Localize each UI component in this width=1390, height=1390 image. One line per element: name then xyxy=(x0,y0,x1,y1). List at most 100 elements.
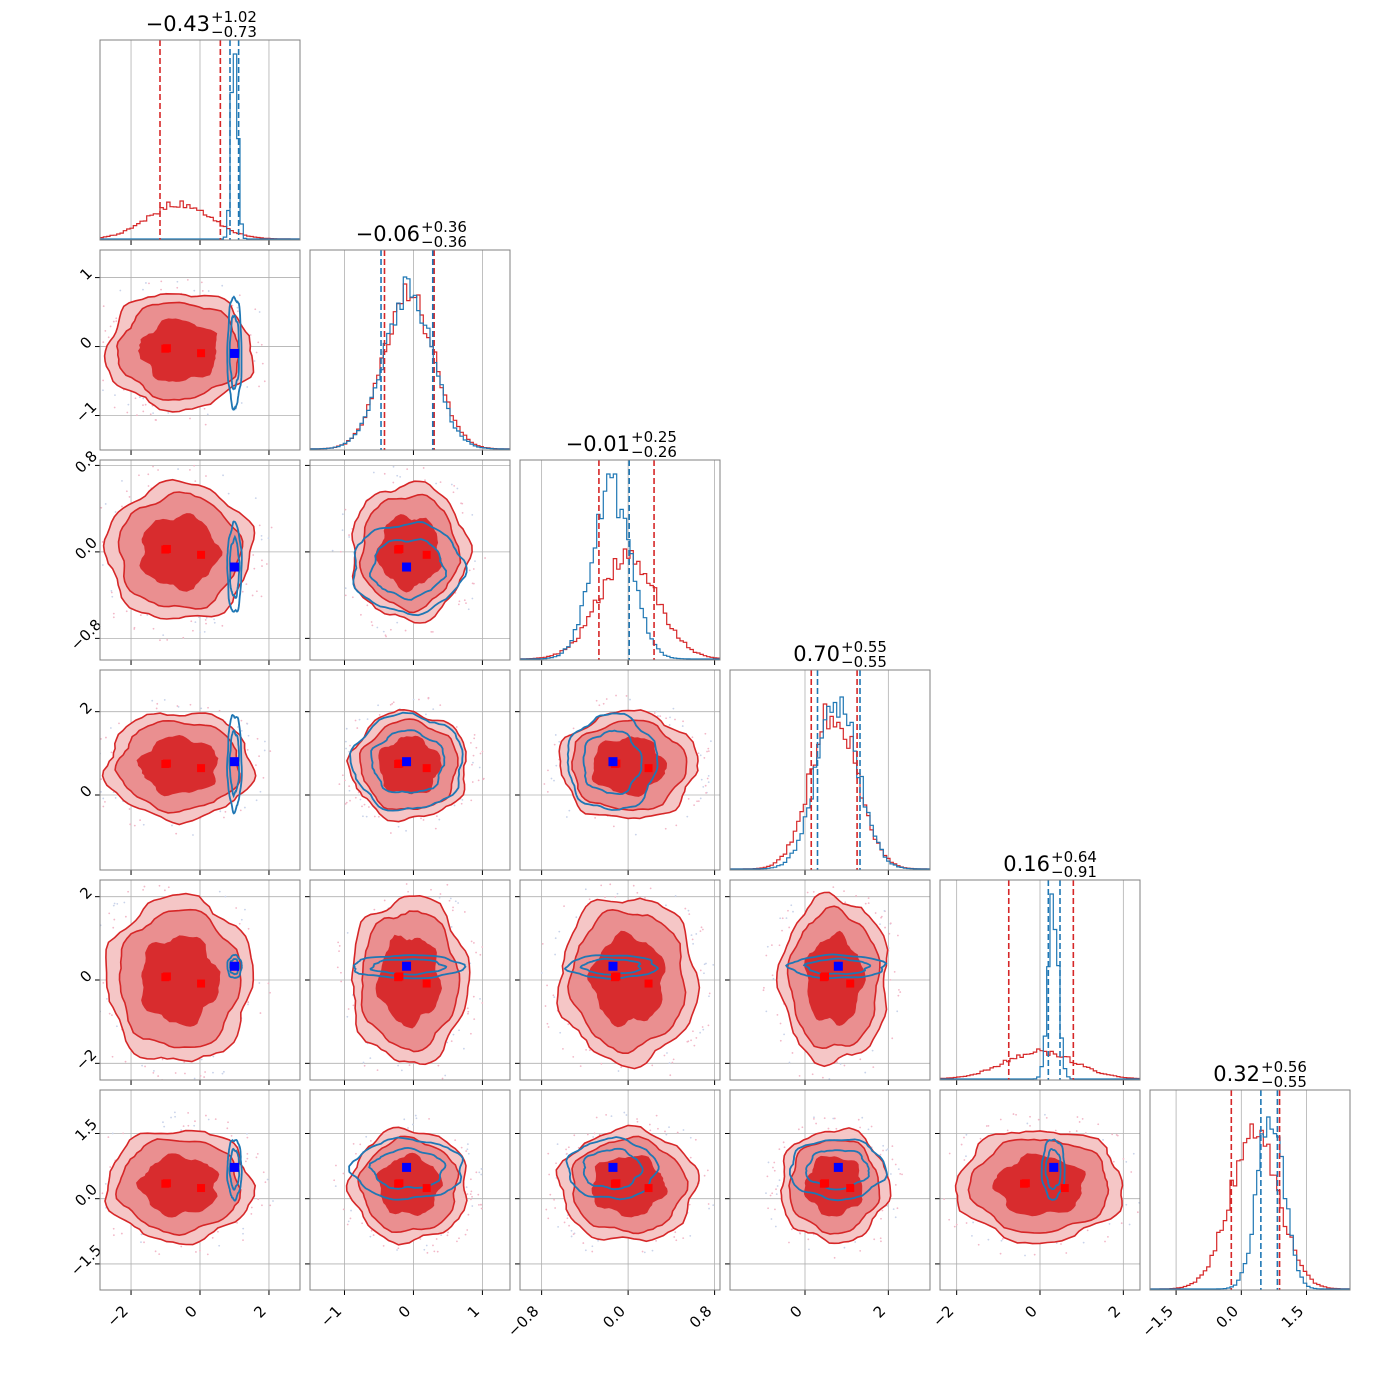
sample-point xyxy=(262,776,265,779)
sample-point xyxy=(358,718,361,721)
sample-point xyxy=(1044,1113,1046,1116)
sample-point xyxy=(405,1087,407,1089)
sample-point xyxy=(695,933,698,935)
sample-point xyxy=(1068,1130,1071,1133)
sample-point xyxy=(204,423,207,426)
truth-marker xyxy=(608,1162,618,1172)
sample-point xyxy=(110,589,113,592)
sample-point xyxy=(454,1139,457,1141)
sample-point xyxy=(102,305,105,308)
sample-point xyxy=(108,912,111,915)
sample-point xyxy=(883,909,886,912)
sample-point xyxy=(779,1039,782,1042)
sample-point xyxy=(424,479,426,482)
sample-point xyxy=(94,765,96,767)
sample-point xyxy=(765,1010,768,1013)
y-tick-label: −1 xyxy=(72,398,100,426)
title-minus: −0.91 xyxy=(1051,863,1097,881)
sample-point xyxy=(204,619,207,621)
sample-point xyxy=(1045,1116,1048,1119)
sample-point xyxy=(699,969,702,972)
sample-point xyxy=(458,1237,460,1240)
sample-point xyxy=(687,909,690,912)
sample-point xyxy=(556,1143,559,1145)
sample-point xyxy=(655,1240,657,1242)
sample-point xyxy=(588,898,591,901)
sample-point xyxy=(213,621,216,624)
sample-point xyxy=(553,996,556,999)
title-value: −0.01 xyxy=(566,432,630,456)
blue-contour-outer xyxy=(352,520,468,617)
sample-point xyxy=(338,945,341,947)
sample-point xyxy=(477,1193,480,1196)
diag-panel-3: 0.70 +0.55−0.55 xyxy=(729,638,931,875)
sample-point xyxy=(261,565,263,567)
sample-point xyxy=(143,1241,145,1244)
sample-point xyxy=(441,1077,444,1080)
sample-point xyxy=(126,411,129,414)
sample-point xyxy=(162,1121,164,1124)
sample-point xyxy=(107,336,110,339)
sample-point xyxy=(1065,1252,1068,1254)
sample-point xyxy=(703,1174,706,1177)
sample-point xyxy=(645,876,647,878)
sample-point xyxy=(591,1245,594,1248)
sample-point xyxy=(244,1160,247,1163)
red-marker xyxy=(161,1179,170,1188)
sample-point xyxy=(700,926,703,929)
sample-point xyxy=(461,798,464,801)
sample-point xyxy=(383,899,386,902)
sample-point xyxy=(194,1120,196,1123)
sample-point xyxy=(218,709,221,712)
sample-point xyxy=(675,824,678,827)
sample-point xyxy=(182,636,185,639)
sample-point xyxy=(688,1203,691,1206)
sample-point xyxy=(400,1069,403,1072)
sample-point xyxy=(896,1010,899,1013)
sample-point xyxy=(246,1157,249,1160)
sample-point xyxy=(193,464,196,467)
sample-point xyxy=(94,321,96,323)
blue-contour-outer xyxy=(789,1138,889,1202)
sample-point xyxy=(772,1166,774,1169)
sample-point xyxy=(142,288,144,291)
sample-point xyxy=(545,1208,548,1211)
sample-point xyxy=(419,1238,422,1240)
sample-point xyxy=(396,1249,398,1251)
sample-point xyxy=(255,590,258,593)
sample-point xyxy=(207,706,209,709)
x-tick-label: 0.0 xyxy=(1213,1302,1243,1332)
sample-point xyxy=(88,777,90,779)
sample-point xyxy=(546,984,548,987)
sample-point xyxy=(765,1192,767,1195)
sample-point xyxy=(593,1132,596,1135)
sample-point xyxy=(706,750,708,753)
sample-point xyxy=(470,1190,473,1193)
sample-point xyxy=(203,1076,206,1078)
sample-point xyxy=(102,389,104,392)
sample-point xyxy=(260,534,263,537)
sample-point xyxy=(1120,1222,1123,1225)
sample-point xyxy=(359,798,362,801)
sample-point xyxy=(675,1239,678,1242)
sample-point xyxy=(859,1126,862,1129)
sample-point xyxy=(653,712,656,714)
sample-point xyxy=(778,944,781,947)
sample-point xyxy=(766,1175,769,1178)
sample-point xyxy=(468,569,471,572)
sample-point xyxy=(141,1064,143,1067)
red-marker xyxy=(161,973,170,982)
sample-point xyxy=(104,503,107,505)
sample-point xyxy=(142,823,145,826)
sample-point xyxy=(689,1136,692,1139)
sample-point xyxy=(199,1075,202,1077)
blue-contour-outer xyxy=(226,1138,243,1202)
sample-point xyxy=(879,923,881,926)
sample-point xyxy=(154,1250,157,1253)
x-tick-label: 0 xyxy=(181,1302,200,1321)
sample-point xyxy=(256,737,259,740)
sample-point xyxy=(881,1209,884,1212)
x-tick-label: 0 xyxy=(395,1302,414,1321)
sample-point xyxy=(144,1065,146,1068)
sample-point xyxy=(456,1240,458,1243)
